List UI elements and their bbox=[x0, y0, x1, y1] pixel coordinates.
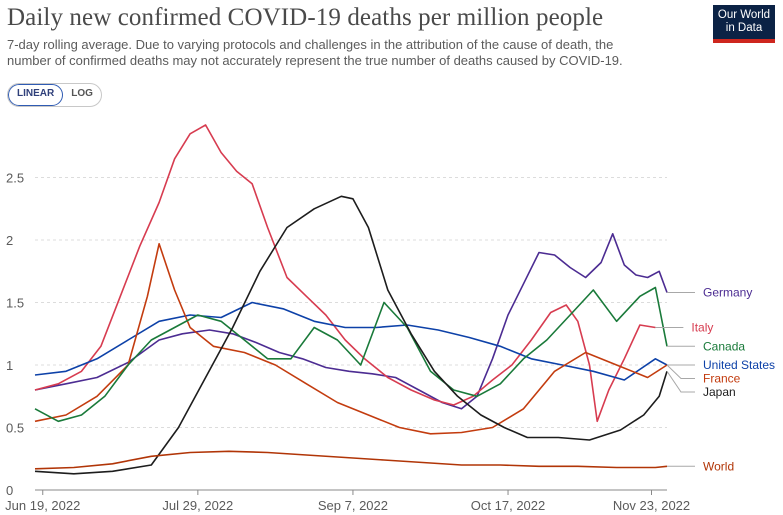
series-line-united-states[interactable] bbox=[34, 301, 668, 381]
legend-label-france[interactable]: France bbox=[703, 372, 741, 386]
legend-label-united-states[interactable]: United States bbox=[703, 358, 775, 372]
logo-line-1: Our World bbox=[717, 9, 771, 21]
y-axis-ticks: 0 0.5 1 1.5 2 2.5 bbox=[6, 171, 24, 499]
series-line-world[interactable] bbox=[34, 450, 668, 470]
x-tick-label: Oct 17, 2022 bbox=[471, 498, 545, 513]
legend-connector-japan bbox=[666, 370, 695, 393]
y-tick-label: 1 bbox=[6, 358, 13, 373]
owid-logo[interactable]: Our World in Data bbox=[713, 5, 775, 43]
series-line-germany[interactable] bbox=[34, 233, 668, 410]
legend-label-world[interactable]: World bbox=[703, 459, 734, 473]
series-line-japan[interactable] bbox=[34, 195, 668, 475]
linear-scale-button[interactable]: LINEAR bbox=[8, 84, 64, 106]
chart-gridlines bbox=[35, 177, 667, 491]
y-tick-label: 0 bbox=[6, 483, 13, 498]
x-tick-label: Jun 19, 2022 bbox=[5, 498, 80, 513]
y-tick-label: 0.5 bbox=[6, 421, 24, 436]
x-tick-label: Jul 29, 2022 bbox=[162, 498, 233, 513]
series-line-france[interactable] bbox=[34, 243, 668, 435]
legend-label-italy[interactable]: Italy bbox=[691, 321, 713, 335]
x-tick-label: Sep 7, 2022 bbox=[318, 498, 388, 513]
x-axis: Jun 19, 2022 Jul 29, 2022 Sep 7, 2022 Oct 1… bbox=[5, 490, 690, 513]
series-lines bbox=[34, 124, 668, 475]
logo-line-2: in Data bbox=[725, 22, 763, 34]
y-tick-label: 2 bbox=[6, 233, 13, 248]
legend-label-germany[interactable]: Germany bbox=[703, 286, 752, 300]
series-line-canada[interactable] bbox=[34, 286, 668, 423]
log-scale-button[interactable]: LOG bbox=[71, 88, 93, 99]
chart-subtitle: 7-day rolling average. Due to varying pr… bbox=[7, 37, 623, 68]
x-tick-label: Nov 23, 2022 bbox=[613, 498, 690, 513]
legend-label-japan[interactable]: Japan bbox=[703, 385, 736, 399]
chart-title: Daily new confirmed COVID-19 deaths per … bbox=[7, 4, 604, 31]
y-tick-label: 2.5 bbox=[6, 171, 24, 186]
legend-label-canada[interactable]: Canada bbox=[703, 339, 745, 353]
scale-toggle: LINEAR LOG bbox=[7, 83, 102, 107]
y-tick-label: 1.5 bbox=[6, 296, 24, 311]
legend-connector-france bbox=[666, 364, 695, 379]
series-line-italy[interactable] bbox=[34, 124, 656, 423]
